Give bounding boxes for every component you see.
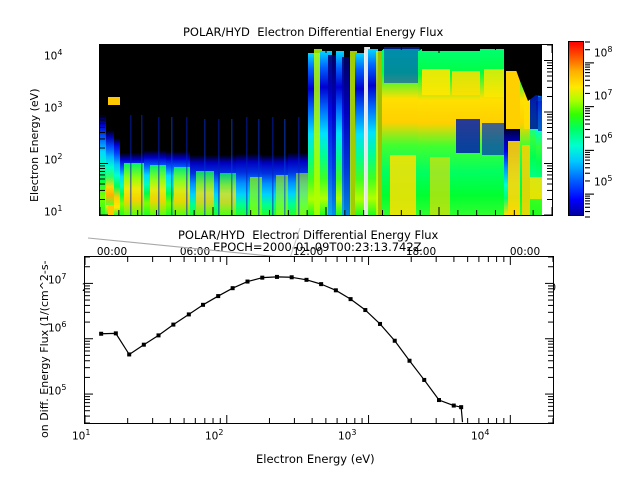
spectrogram-ytick-10e4: 104 (44, 48, 63, 63)
colorbar-tick-10e6: 106 (594, 131, 613, 146)
colorbar-tick-10e8: 108 (594, 45, 613, 60)
spectrum-ytick-10e7: 107 (48, 272, 67, 287)
spectrum-xtick-10e1: 101 (72, 428, 91, 443)
spectrogram-ylabel: Electron Energy (eV) (28, 88, 41, 203)
colorbar-tick-10e5: 105 (594, 174, 613, 189)
spectrum-plot-area[interactable] (84, 256, 554, 424)
colorbar-ticks (585, 41, 594, 218)
spectrum-ylabel: on Diff. Energy Flux (1/(cm^2-s- (38, 260, 51, 438)
spectrum-ytick-10e5: 105 (48, 383, 67, 398)
spectrum-ytick-10e6: 106 (48, 320, 67, 335)
spectrogram-xtick-2: 12:00 (292, 246, 324, 258)
spectrogram-plot-area[interactable] (99, 44, 553, 216)
spectrum-xtick-10e3: 103 (338, 428, 357, 443)
spectrogram-image (100, 45, 552, 215)
colorbar[interactable] (568, 41, 594, 218)
spectrogram-xtick-3: 18:00 (405, 246, 437, 258)
spectrum-xlabel: Electron Energy (eV) (256, 452, 375, 466)
colorbar-tick-10e7: 107 (594, 88, 613, 103)
spectrum-xtick-10e4: 104 (471, 428, 490, 443)
spectrogram-ytick-10e2: 102 (44, 152, 63, 167)
spectrogram-title: POLAR/HYD Electron Differential Energy F… (183, 25, 444, 39)
spectrum-line-chart (84, 256, 554, 424)
spectrogram-ytick-10e1: 101 (44, 204, 63, 219)
overlap-title: POLAR/HYD Electron Differential Energy F… (178, 228, 439, 242)
spectrum-xtick-10e2: 102 (205, 428, 224, 443)
spectrum-ylabel-wrap: on Diff. Energy Flux (1/(cm^2-s- (38, 260, 216, 451)
spectrogram-ticks (99, 44, 553, 216)
epoch-annotation: EPOCH=2000-01-09T00:23:13.742Z (213, 240, 422, 254)
spectrogram-ytick-10e3: 103 (44, 100, 63, 115)
